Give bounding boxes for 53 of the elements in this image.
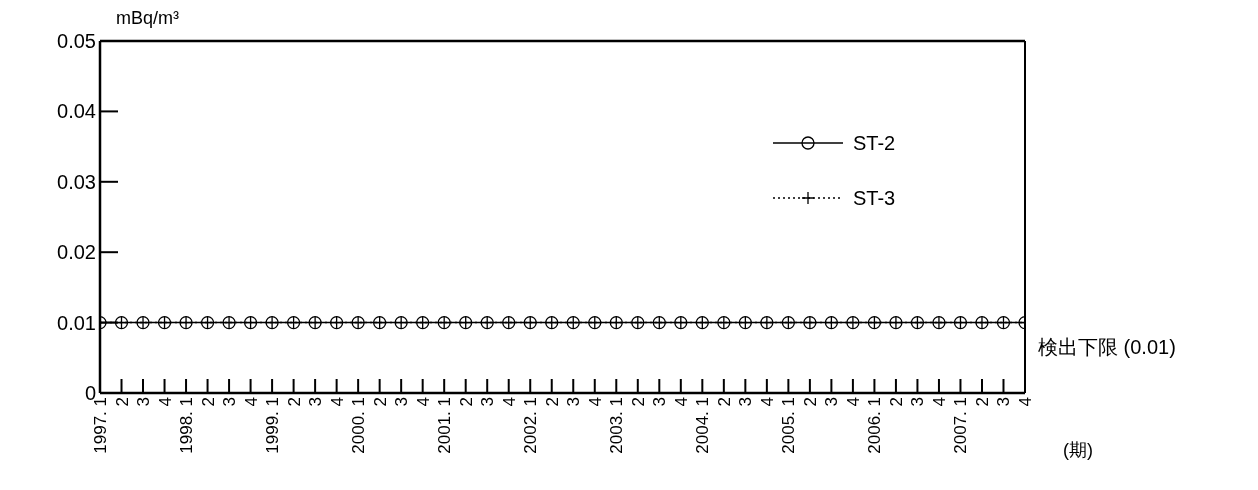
x-tick-label: 2 xyxy=(198,397,218,407)
x-tick-label: 2 xyxy=(284,397,304,407)
x-tick-label: 1998. 1 xyxy=(177,397,197,454)
y-tick-label: 0.04 xyxy=(57,100,96,123)
y-axis-title: mBq/m³ xyxy=(116,8,179,29)
legend-label: ST-3 xyxy=(853,187,896,209)
x-tick-label: 2005. 1 xyxy=(779,397,799,454)
text: 検出下限 (0.01) xyxy=(1038,335,1176,360)
x-tick-label: 4 xyxy=(155,397,175,407)
x-tick-label: 2006. 1 xyxy=(865,397,885,454)
x-tick-label: 2 xyxy=(456,397,476,407)
x-axis-title: (期) xyxy=(1063,439,1093,462)
x-tick-label: 3 xyxy=(564,397,584,407)
x-tick-label: 3 xyxy=(822,397,842,407)
x-tick-label: 2003. 1 xyxy=(607,397,627,454)
legend-label: ST-2 xyxy=(853,132,896,154)
x-tick-label: 2 xyxy=(628,397,648,407)
x-tick-label: 3 xyxy=(736,397,756,407)
x-tick-label: 4 xyxy=(499,397,519,407)
x-tick-label: 4 xyxy=(413,397,433,407)
x-tick-label: 3 xyxy=(478,397,498,407)
y-tick-label: 0.01 xyxy=(57,311,96,334)
x-tick-label: 3 xyxy=(134,397,154,407)
x-tick-label: 3 xyxy=(994,397,1014,407)
x-tick-label: 2 xyxy=(972,397,992,407)
y-tick-label: 0.03 xyxy=(57,170,96,193)
y-tick-label: 0.02 xyxy=(57,241,96,264)
x-tick-label: 4 xyxy=(757,397,777,407)
x-tick-label: 4 xyxy=(929,397,949,407)
x-tick-label: 2002. 1 xyxy=(521,397,541,454)
x-tick-label: 2001. 1 xyxy=(435,397,455,454)
x-tick-label: 2 xyxy=(370,397,390,407)
x-tick-label: 2 xyxy=(800,397,820,407)
x-tick-label: 3 xyxy=(220,397,240,407)
x-tick-label: 2 xyxy=(714,397,734,407)
x-tick-label: 2 xyxy=(112,397,132,407)
x-tick-label: 3 xyxy=(650,397,670,407)
x-tick-label: 3 xyxy=(392,397,412,407)
x-tick-label: 4 xyxy=(585,397,605,407)
x-tick-label: 2004. 1 xyxy=(693,397,713,454)
x-tick-label: 1999. 1 xyxy=(263,397,283,454)
x-tick-label: 4 xyxy=(671,397,691,407)
x-tick-label: 4 xyxy=(327,397,347,407)
x-tick-label: 4 xyxy=(241,397,261,407)
x-tick-label: 3 xyxy=(306,397,326,407)
x-tick-label: 2 xyxy=(886,397,906,407)
x-tick-label: 2007. 1 xyxy=(951,397,971,454)
x-tick-label: 4 xyxy=(1016,397,1035,407)
x-tick-label: 3 xyxy=(908,397,928,407)
x-tick-label: 4 xyxy=(843,397,863,407)
x-tick-label: 2000. 1 xyxy=(349,397,369,454)
y-tick-label: 0.05 xyxy=(57,30,96,52)
x-tick-label: 2 xyxy=(542,397,562,407)
